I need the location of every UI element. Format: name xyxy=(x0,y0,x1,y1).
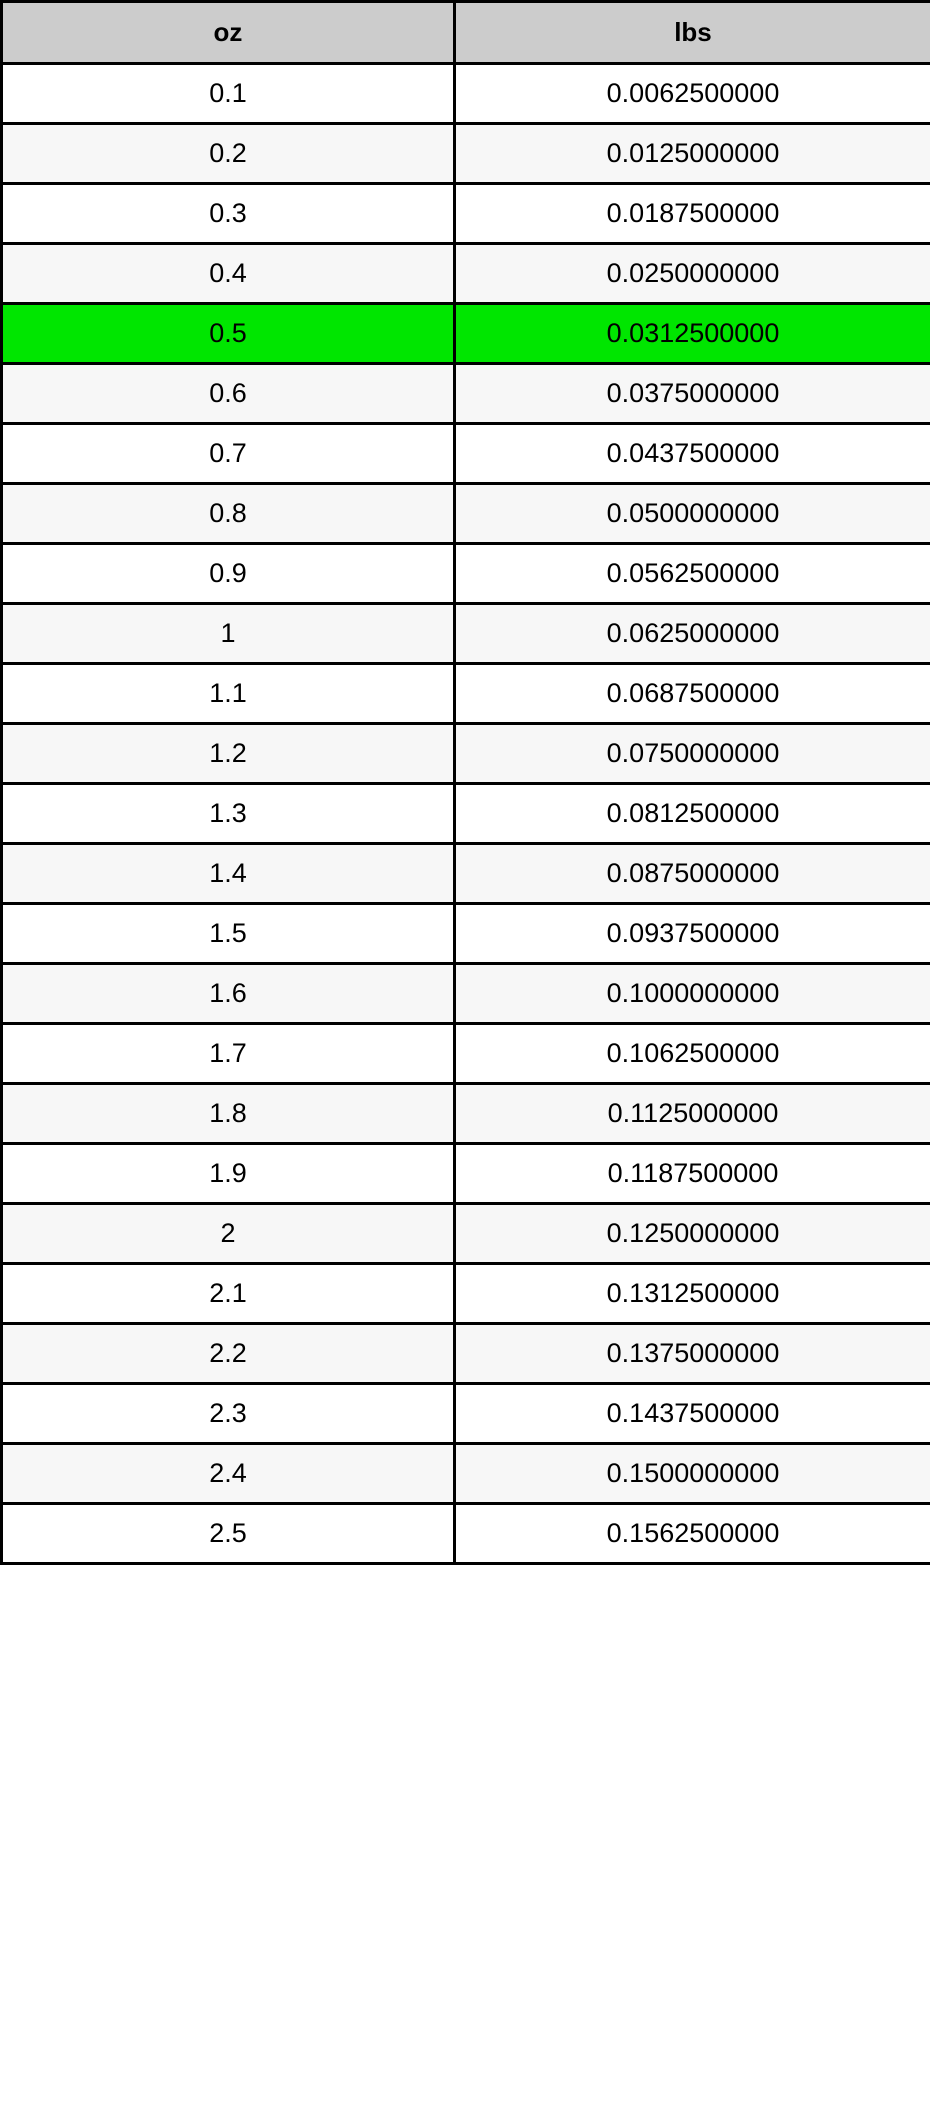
table-row: 2 0.1250000000 xyxy=(0,1202,930,1265)
cell-lbs-value: 0.0250000000 xyxy=(453,242,930,305)
table-row: 0.9 0.0562500000 xyxy=(0,542,930,605)
cell-lbs-value: 0.1250000000 xyxy=(453,1202,930,1265)
cell-oz-value: 1.2 xyxy=(0,722,456,785)
cell-oz-value: 1.8 xyxy=(0,1082,456,1145)
table-row: 2.3 0.1437500000 xyxy=(0,1382,930,1445)
cell-oz-value: 0.7 xyxy=(0,422,456,485)
cell-oz-value: 1.4 xyxy=(0,842,456,905)
cell-oz-value: 0.9 xyxy=(0,542,456,605)
table-body: 0.1 0.0062500000 0.2 0.0125000000 0.3 0.01875… xyxy=(0,62,930,1565)
cell-lbs-value: 0.1187500000 xyxy=(453,1142,930,1205)
cell-oz-value: 2.5 xyxy=(0,1502,456,1565)
cell-oz-value: 0.6 xyxy=(0,362,456,425)
table-row: 0.3 0.0187500000 xyxy=(0,182,930,245)
cell-lbs-value: 0.0625000000 xyxy=(453,602,930,665)
table-row: 0.5 0.0312500000 xyxy=(0,302,930,365)
cell-lbs-value: 0.0812500000 xyxy=(453,782,930,845)
cell-oz-value: 2.3 xyxy=(0,1382,456,1445)
cell-oz-value: 1.1 xyxy=(0,662,456,725)
table-row: 1.7 0.1062500000 xyxy=(0,1022,930,1085)
table-row: 1.8 0.1125000000 xyxy=(0,1082,930,1145)
cell-lbs-value: 0.0937500000 xyxy=(453,902,930,965)
cell-oz-value: 1 xyxy=(0,602,456,665)
cell-lbs-value: 0.0875000000 xyxy=(453,842,930,905)
cell-lbs-value: 0.0375000000 xyxy=(453,362,930,425)
cell-lbs-value: 0.1062500000 xyxy=(453,1022,930,1085)
conversion-table: oz lbs 0.1 0.0062500000 0.2 0.0125000000 0.3… xyxy=(0,0,930,1565)
cell-lbs-value: 0.1312500000 xyxy=(453,1262,930,1325)
cell-lbs-value: 0.1562500000 xyxy=(453,1502,930,1565)
cell-lbs-value: 0.1125000000 xyxy=(453,1082,930,1145)
cell-oz-value: 1.6 xyxy=(0,962,456,1025)
cell-lbs-value: 0.1500000000 xyxy=(453,1442,930,1505)
table-row: 0.2 0.0125000000 xyxy=(0,122,930,185)
cell-lbs-value: 0.0312500000 xyxy=(453,302,930,365)
cell-oz-value: 0.8 xyxy=(0,482,456,545)
cell-oz-value: 1.3 xyxy=(0,782,456,845)
table-row: 1.6 0.1000000000 xyxy=(0,962,930,1025)
column-header-oz: oz xyxy=(0,0,456,65)
table-row: 0.7 0.0437500000 xyxy=(0,422,930,485)
cell-oz-value: 0.1 xyxy=(0,62,456,125)
cell-oz-value: 1.7 xyxy=(0,1022,456,1085)
table-row: 2.5 0.1562500000 xyxy=(0,1502,930,1565)
cell-oz-value: 2.2 xyxy=(0,1322,456,1385)
table-row: 1.9 0.1187500000 xyxy=(0,1142,930,1205)
table-row: 2.4 0.1500000000 xyxy=(0,1442,930,1505)
cell-lbs-value: 0.0562500000 xyxy=(453,542,930,605)
column-header-lbs: lbs xyxy=(453,0,930,65)
table-row: 1.1 0.0687500000 xyxy=(0,662,930,725)
table-row: 1 0.0625000000 xyxy=(0,602,930,665)
table-row: 0.1 0.0062500000 xyxy=(0,62,930,125)
cell-oz-value: 2.1 xyxy=(0,1262,456,1325)
cell-lbs-value: 0.0437500000 xyxy=(453,422,930,485)
cell-lbs-value: 0.0750000000 xyxy=(453,722,930,785)
cell-lbs-value: 0.1437500000 xyxy=(453,1382,930,1445)
table-row: 1.3 0.0812500000 xyxy=(0,782,930,845)
cell-oz-value: 0.4 xyxy=(0,242,456,305)
cell-lbs-value: 0.0187500000 xyxy=(453,182,930,245)
cell-oz-value: 1.9 xyxy=(0,1142,456,1205)
cell-oz-value: 2 xyxy=(0,1202,456,1265)
table-row: 2.1 0.1312500000 xyxy=(0,1262,930,1325)
cell-oz-value: 0.5 xyxy=(0,302,456,365)
cell-lbs-value: 0.1375000000 xyxy=(453,1322,930,1385)
cell-lbs-value: 0.0062500000 xyxy=(453,62,930,125)
cell-lbs-value: 0.0125000000 xyxy=(453,122,930,185)
cell-oz-value: 0.3 xyxy=(0,182,456,245)
header-row: oz lbs xyxy=(0,0,930,65)
cell-lbs-value: 0.0687500000 xyxy=(453,662,930,725)
table-row: 1.4 0.0875000000 xyxy=(0,842,930,905)
cell-lbs-value: 0.1000000000 xyxy=(453,962,930,1025)
table-row: 2.2 0.1375000000 xyxy=(0,1322,930,1385)
cell-lbs-value: 0.0500000000 xyxy=(453,482,930,545)
cell-oz-value: 1.5 xyxy=(0,902,456,965)
table-row: 0.6 0.0375000000 xyxy=(0,362,930,425)
cell-oz-value: 2.4 xyxy=(0,1442,456,1505)
table-row: 0.4 0.0250000000 xyxy=(0,242,930,305)
table-header: oz lbs xyxy=(0,0,930,65)
table-row: 1.5 0.0937500000 xyxy=(0,902,930,965)
table-row: 1.2 0.0750000000 xyxy=(0,722,930,785)
table-row: 0.8 0.0500000000 xyxy=(0,482,930,545)
cell-oz-value: 0.2 xyxy=(0,122,456,185)
